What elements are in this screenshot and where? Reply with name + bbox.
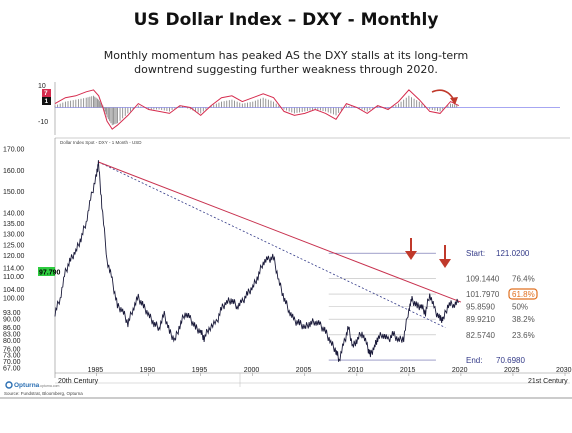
y-tick-label: 76.00 [3, 346, 21, 353]
y-tick-label: 86.00 [3, 325, 21, 332]
momentum-line [54, 89, 460, 130]
logo-mark-icon [5, 381, 13, 389]
time-x-ticks: 1985 1990 1995 2000 2005 2010 2015 2020 2025 2030 [88, 367, 572, 376]
y-tick-label: 170.00 [3, 147, 25, 154]
y-tick-label: 114.00 [3, 266, 24, 273]
fib-edge-label: Start: [466, 249, 485, 258]
fib-pct: 76.4% [512, 274, 535, 283]
price-y-ticks: 170.00 160.00 150.00 140.00 135.00 130.00 125.… [3, 147, 25, 373]
long-term-downtrend-line [98, 161, 462, 303]
y-tick-label: 104.00 [3, 287, 25, 294]
y-tick-label: 80.00 [3, 338, 21, 345]
chart-label: Dollar Index Spot - DXY - 1 Month - USD [60, 140, 142, 145]
y-tick-label: 150.00 [3, 189, 25, 196]
fib-edge-value: 70.6980 [496, 356, 525, 365]
momentum-arrow-head [450, 97, 458, 105]
fib-pct: 38.2% [512, 315, 535, 324]
logo-text: Opturna [14, 382, 40, 389]
source-note: Source: Fundstrat, Bloomberg, Opturna [4, 391, 83, 396]
x-tick-label: 1985 [88, 367, 104, 374]
momentum-tick-neg10: -10 [38, 119, 48, 126]
annotation-arrows [405, 238, 451, 268]
momentum-panel: 10 -10 7 1 [38, 82, 560, 135]
opturna-logo: Opturna opturna.com [5, 381, 60, 389]
momentum-histogram [54, 95, 458, 126]
fib-value: 95.8590 [466, 303, 495, 312]
fib-value: 82.5740 [466, 331, 495, 340]
momentum-badge-red [42, 89, 51, 97]
y-tick-label: 67.00 [3, 365, 21, 372]
y-tick-label: 120.00 [3, 253, 25, 260]
dxy-price-line [54, 160, 459, 362]
page-title: US Dollar Index – DXY - Monthly [133, 10, 439, 30]
fib-pct: 50% [512, 303, 528, 312]
y-tick-label: 140.00 [3, 210, 25, 217]
x-tick-label: 2010 [348, 367, 364, 374]
y-tick-label: 100.00 [3, 295, 25, 302]
x-tick-label: 2015 [400, 367, 416, 374]
y-tick-label: 130.00 [3, 232, 25, 239]
current-value-badge [38, 267, 55, 276]
x-tick-label: 1995 [192, 367, 208, 374]
momentum-badge-black-text: 1 [45, 98, 49, 105]
y-tick-label: 110.00 [3, 274, 24, 281]
y-tick-label: 160.00 [3, 168, 25, 175]
logo-url: opturna.com [40, 384, 60, 388]
y-tick-label: 73.00 [3, 353, 21, 360]
dotted-trendline [98, 161, 446, 328]
y-tick-label: 83.00 [3, 331, 21, 338]
momentum-tick-10: 10 [38, 83, 46, 90]
fib-value: 101.7970 [466, 290, 500, 299]
fib-edge-label: End: [466, 356, 482, 365]
arrow-2015-head [405, 251, 417, 260]
page-subtitle: Monthly momentum has peaked AS the DXY s… [103, 49, 469, 76]
fib-edge-value: 121.0200 [496, 249, 530, 258]
x-tick-label: 2025 [504, 367, 520, 374]
y-tick-label: 90.00 [3, 317, 21, 324]
y-tick-label: 135.00 [3, 221, 25, 228]
y-tick-label: 70.00 [3, 359, 21, 366]
momentum-badge-red-text: 7 [44, 90, 48, 97]
century-21st: 21st Century [528, 378, 568, 385]
x-tick-label: 2000 [244, 367, 260, 374]
x-tick-label: 1990 [140, 367, 156, 374]
fib-pct: 23.6% [512, 331, 535, 340]
x-tick-label: 2005 [296, 367, 312, 374]
y-tick-label: 125.00 [3, 242, 25, 249]
fib-618-highlight-box [508, 288, 538, 300]
arrow-2019-head [439, 259, 451, 268]
y-tick-label: 93.00 [3, 310, 21, 317]
fib-pct: 61.8% [512, 290, 535, 299]
century-20th: 20th Century [58, 378, 99, 385]
fibonacci-levels: Start: 121.0200 109.1440 76.4% 101.7970 61.8%… [328, 249, 538, 365]
fib-value: 89.9210 [466, 315, 495, 324]
fib-value: 109.1440 [466, 274, 500, 283]
current-value-text: 97.790 [39, 270, 61, 277]
x-tick-label: 2020 [452, 367, 468, 374]
x-tick-label: 2030 [556, 367, 572, 374]
momentum-badge-black [42, 97, 51, 105]
